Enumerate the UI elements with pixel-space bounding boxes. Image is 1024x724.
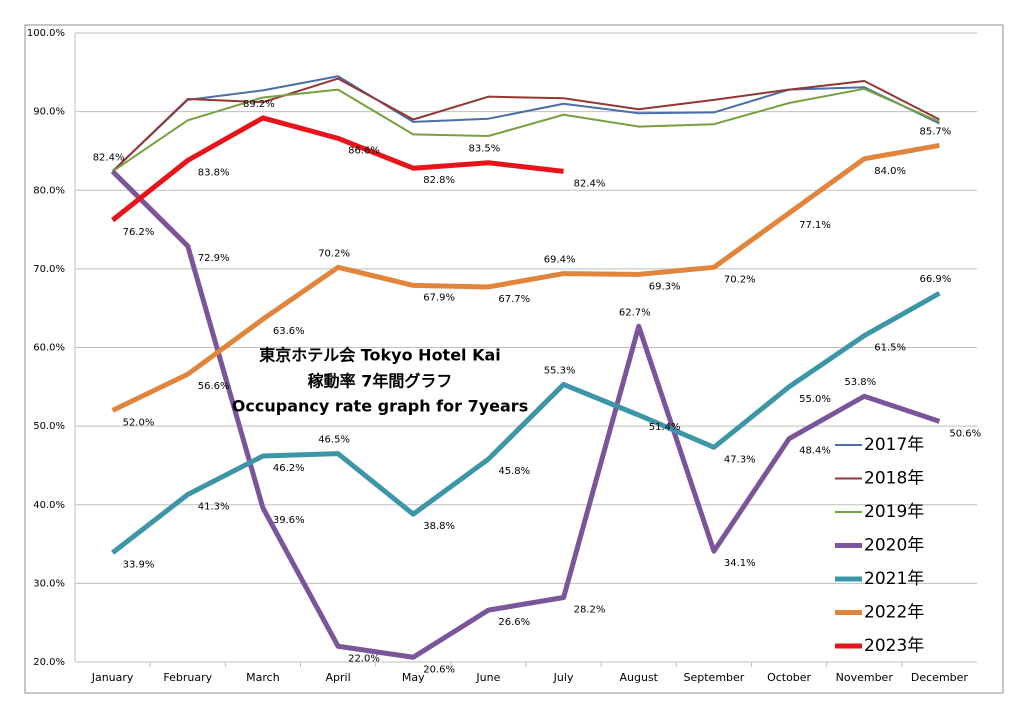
- data-label: 69.4%: [544, 255, 576, 266]
- y-tick-label: 90.0%: [33, 107, 65, 118]
- data-label: 33.9%: [123, 560, 155, 571]
- series-line: [111, 115, 564, 223]
- y-tick-label: 20.0%: [33, 657, 65, 668]
- data-label: 69.3%: [649, 281, 681, 292]
- grid: 20.0% 30.0% 40.0% 50.0% 60.0% 70.0% 80.0% 90.0%…: [27, 28, 977, 684]
- x-tick-label: September: [684, 671, 745, 684]
- data-label: 46.5%: [318, 435, 350, 446]
- data-label: 52.0%: [123, 417, 155, 428]
- data-label: 46.2%: [273, 463, 305, 474]
- x-tick-label: December: [911, 671, 969, 684]
- legend-label: 2019年: [864, 502, 924, 522]
- lines: [110, 75, 941, 660]
- x-tick-label: April: [326, 671, 351, 684]
- title-line: 東京ホテル会 Tokyo Hotel Kai: [259, 346, 501, 365]
- y-tick-label: 30.0%: [33, 578, 65, 589]
- x-tick-label: March: [246, 671, 280, 684]
- legend-label: 2022年: [864, 603, 924, 623]
- data-label: 28.2%: [574, 605, 606, 616]
- data-label: 72.9%: [198, 253, 230, 264]
- x-tick-label: August: [620, 671, 659, 684]
- data-label: 83.8%: [198, 167, 230, 178]
- data-label: 62.7%: [619, 307, 651, 318]
- series-line: [112, 87, 940, 173]
- data-label: 67.9%: [423, 292, 455, 303]
- x-tick-label: October: [767, 671, 811, 684]
- data-label: 45.8%: [498, 466, 530, 477]
- series-line: [111, 142, 940, 413]
- legend-label: 2018年: [864, 469, 924, 489]
- data-label: 26.6%: [498, 617, 530, 628]
- data-label: 82.8%: [423, 175, 455, 186]
- data-label: 67.7%: [498, 294, 530, 305]
- y-tick-label: 60.0%: [33, 343, 65, 354]
- labels: 82.4% 72.9% 39.6% 22.0% 20.6% 26.6% 28.2% 62.7%…: [93, 99, 982, 675]
- data-label: 48.4%: [799, 446, 831, 457]
- data-label: 82.4%: [574, 178, 606, 189]
- data-label: 85.7%: [920, 126, 952, 137]
- data-label: 66.9%: [920, 274, 952, 285]
- legend-label: 2021年: [864, 569, 924, 589]
- data-label: 83.5%: [469, 144, 501, 155]
- legend-label: 2017年: [864, 435, 924, 455]
- y-tick-label: 70.0%: [33, 264, 65, 275]
- data-label: 84.0%: [874, 166, 906, 177]
- data-label: 76.2%: [123, 227, 155, 238]
- data-label: 51.4%: [649, 422, 681, 433]
- data-label: 63.6%: [273, 326, 305, 337]
- title-line: Occupancy rate graph for 7years: [232, 397, 528, 416]
- data-label: 61.5%: [874, 343, 906, 354]
- data-label: 53.8%: [844, 377, 876, 388]
- data-label: 38.8%: [423, 521, 455, 532]
- data-label: 70.2%: [318, 248, 350, 259]
- x-tick-label: May: [402, 671, 425, 684]
- data-label: 89.2%: [243, 99, 275, 110]
- legend-label: 2020年: [864, 536, 924, 556]
- x-tick-label: February: [163, 671, 212, 684]
- y-tick-label: 80.0%: [33, 185, 65, 196]
- x-tick-label: June: [475, 671, 500, 684]
- x-tick-label: July: [553, 671, 574, 684]
- data-label: 50.6%: [949, 428, 981, 439]
- data-label: 77.1%: [799, 220, 831, 231]
- data-label: 82.4%: [93, 152, 125, 163]
- chart-border: [24, 24, 1004, 694]
- data-label: 55.3%: [544, 365, 576, 376]
- data-label: 39.6%: [273, 515, 305, 526]
- series-line: [111, 75, 940, 173]
- data-label: 70.2%: [724, 274, 756, 285]
- data-label: 47.3%: [724, 454, 756, 465]
- y-tick-label: 100.0%: [27, 28, 65, 39]
- data-label: 20.6%: [423, 664, 455, 675]
- series-line: [111, 291, 941, 555]
- title-line: 稼動率 7年間グラフ: [308, 372, 453, 391]
- legend-label: 2023年: [864, 636, 924, 656]
- x-tick-label: January: [91, 671, 134, 684]
- data-label: 56.6%: [198, 381, 230, 392]
- x-tick-label: November: [836, 671, 894, 684]
- data-label: 86.6%: [348, 145, 380, 156]
- y-tick-label: 50.0%: [33, 421, 65, 432]
- data-label: 41.3%: [198, 502, 230, 513]
- y-tick-label: 40.0%: [33, 500, 65, 511]
- data-label: 55.0%: [799, 394, 831, 405]
- data-label: 34.1%: [724, 558, 756, 569]
- data-label: 22.0%: [348, 653, 380, 664]
